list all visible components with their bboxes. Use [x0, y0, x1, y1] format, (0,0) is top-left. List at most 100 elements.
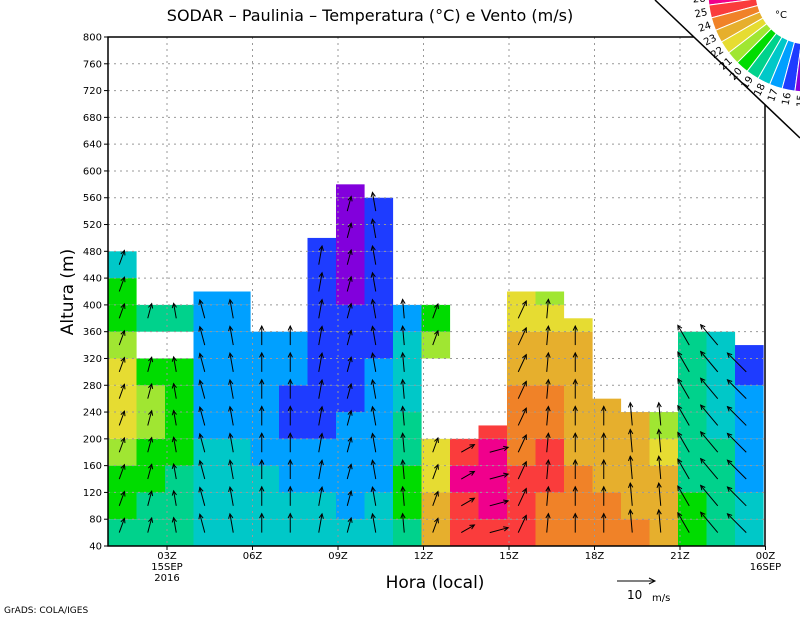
wind-arrow-head: [726, 379, 733, 385]
wind-arrow-shaft: [677, 459, 690, 480]
wind-arrow-head: [434, 490, 439, 497]
wind-arrow-shaft: [700, 351, 719, 373]
wind-arrow-head: [628, 428, 634, 435]
y-tick-label: 40: [89, 542, 102, 553]
temperature-cell: [678, 465, 707, 493]
wind-arrow-shaft: [432, 330, 439, 346]
wind-arrow-head: [198, 379, 204, 386]
wind-arrow-shaft: [517, 434, 527, 453]
wind-arrow-shaft: [658, 456, 662, 480]
y-tick-label: 600: [83, 166, 102, 177]
wind-arrow-head: [318, 512, 324, 519]
wind-arrow-head: [148, 356, 154, 363]
wind-arrow: [572, 432, 578, 453]
temperature-cell: [336, 358, 365, 386]
wind-arrow-head: [522, 514, 527, 521]
temperature-cell: [364, 519, 394, 546]
wind-arrow: [489, 526, 510, 534]
wind-arrow-shaft: [461, 470, 475, 480]
temperature-cell: [222, 492, 251, 520]
wind-arrow-head: [347, 516, 353, 523]
wind-arrow: [400, 325, 406, 346]
temperature-cell: [307, 237, 337, 252]
wind-arrow-shaft: [147, 491, 153, 506]
wind-arrow-head: [198, 513, 204, 520]
wind-arrow-head: [545, 405, 551, 412]
legend-label: 24: [697, 20, 713, 35]
wind-arrow-shaft: [371, 379, 377, 399]
wind-arrow: [147, 490, 154, 506]
wind-arrow-head: [370, 485, 376, 493]
temperature-cell: [649, 519, 679, 546]
x-axis-label: Hora (local): [386, 573, 485, 593]
wind-arrow: [118, 436, 126, 453]
wind-arrow-shaft: [173, 303, 177, 319]
wind-arrow-head: [347, 195, 353, 202]
wind-arrow: [287, 432, 293, 453]
wind-arrow-shaft: [727, 433, 747, 453]
wind-arrow-shaft: [629, 429, 633, 453]
temperature-cell: [735, 438, 764, 466]
wind-arrow-head: [228, 459, 234, 466]
wind-arrow-shaft: [118, 518, 125, 533]
wind-arrow-head: [259, 378, 265, 385]
wind-arrow-shaft: [460, 524, 475, 534]
wind-arrow-shaft: [229, 379, 234, 399]
temperature-cell: [165, 385, 194, 413]
wind-arrow: [545, 432, 551, 453]
footer-credit: GrADS: COLA/IGES: [4, 606, 88, 616]
wind-arrow: [656, 508, 662, 533]
wind-arrow: [601, 512, 607, 533]
wind-arrow: [699, 404, 719, 426]
wind-arrow: [517, 326, 527, 346]
wind-arrow-shaft: [677, 485, 690, 507]
wind-arrow: [118, 249, 126, 265]
temperature-cell: [222, 438, 251, 466]
wind-arrow: [726, 352, 747, 373]
wind-arrow-head: [171, 409, 177, 416]
wind-arrow: [572, 485, 578, 506]
wind-arrow-head: [287, 378, 293, 385]
temperature-cell: [592, 492, 622, 520]
wind-arrow-head: [699, 430, 706, 437]
wind-arrow-shaft: [173, 490, 177, 506]
temperature-cell: [393, 385, 422, 413]
temperature-cell: [364, 358, 394, 386]
wind-arrow: [259, 432, 265, 453]
temperature-cell: [165, 358, 194, 386]
temperature-cell: [364, 197, 394, 225]
temperature-cell: [507, 385, 536, 413]
wind-arrow-shaft: [677, 432, 690, 453]
temperature-cell: [165, 438, 194, 466]
wind-arrow-shaft: [318, 379, 323, 399]
x-tick-year: 2016: [154, 573, 179, 584]
wind-arrow: [601, 458, 607, 480]
temperature-cell: [279, 465, 308, 493]
wind-arrow: [432, 490, 439, 506]
wind-arrow-shaft: [700, 377, 719, 399]
legend-label: 18: [752, 82, 767, 98]
wind-arrow: [228, 378, 234, 399]
wind-arrow-shaft: [546, 326, 549, 346]
wind-arrow: [198, 298, 206, 319]
wind-arrow: [287, 351, 293, 372]
temperature-cell: [535, 304, 565, 332]
wind-arrow: [545, 325, 551, 346]
temperature-cell: [193, 331, 223, 359]
wind-arrow-head: [400, 405, 406, 412]
wind-arrow-shaft: [118, 330, 125, 346]
wind-arrow: [346, 248, 353, 265]
temperature-cell: [678, 438, 707, 466]
x-tick-label: 09Z: [328, 551, 348, 562]
wind-arrow-shaft: [371, 192, 377, 212]
wind-arrow-shaft: [371, 272, 377, 292]
temperature-cell: [564, 492, 593, 520]
wind-arrow: [318, 459, 324, 480]
wind-arrow-shaft: [173, 383, 177, 399]
wind-arrow-shaft: [658, 402, 662, 426]
y-tick-label: 160: [83, 461, 102, 472]
temperature-cell: [250, 331, 280, 359]
wind-arrow: [400, 458, 406, 480]
wind-arrow: [346, 356, 353, 372]
